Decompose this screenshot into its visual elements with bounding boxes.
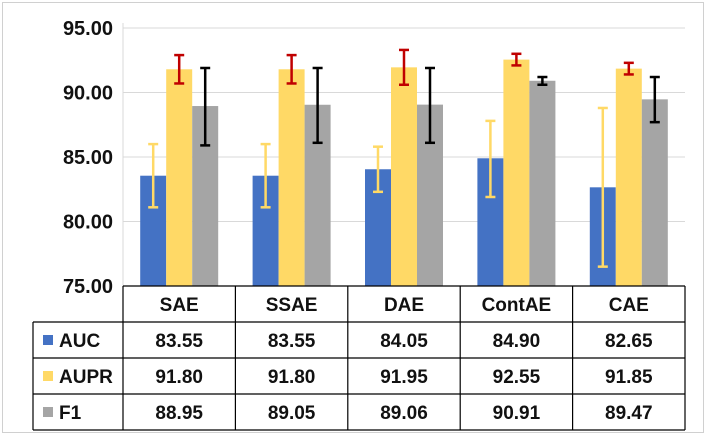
y-tick-label: 90.00 <box>63 83 113 105</box>
table-cell: 91.80 <box>155 367 203 388</box>
table-cell: 91.85 <box>605 367 653 388</box>
category-label: SAE <box>160 295 199 316</box>
y-tick-label: 80.00 <box>63 212 113 234</box>
bar-aupr <box>166 69 193 286</box>
table-cell: 88.95 <box>155 403 203 424</box>
table-cell: 91.95 <box>380 367 428 388</box>
table-cell: 91.80 <box>268 367 316 388</box>
legend-label: F1 <box>59 403 82 424</box>
bar-aupr <box>503 59 530 287</box>
chart-frame: 75.00 80.00 85.00 90.00 95.00 SAE SSAE DAE ContA… <box>2 2 704 433</box>
bar-aupr <box>391 67 417 286</box>
bar-f1 <box>641 99 668 286</box>
y-tick-label: 95.00 <box>63 18 113 40</box>
legend-key-auc <box>43 335 53 345</box>
bar-aupr <box>615 68 642 286</box>
legend-label: AUPR <box>59 367 113 388</box>
legend-key-f1 <box>43 407 53 417</box>
table-cell: 82.65 <box>605 331 653 352</box>
legend-label: AUC <box>59 331 100 352</box>
category-label: CAE <box>609 295 649 316</box>
category-label: SSAE <box>266 295 318 316</box>
category-label: ContAE <box>482 295 552 316</box>
legend-key-aupr <box>43 371 53 381</box>
category-label: DAE <box>384 295 424 316</box>
table-cell: 89.05 <box>268 403 316 424</box>
table-cell: 83.55 <box>268 331 316 352</box>
bar-aupr <box>278 69 305 286</box>
bar-chart: 75.00 80.00 85.00 90.00 95.00 SAE SSAE DAE ContA… <box>32 18 686 431</box>
table-cell: 84.05 <box>380 331 428 352</box>
table-cell: 83.55 <box>155 331 203 352</box>
table-cell: 89.06 <box>380 403 428 424</box>
table-cell: 92.55 <box>493 367 541 388</box>
y-tick-label: 75.00 <box>63 276 113 298</box>
bar-f1 <box>529 80 556 286</box>
table-cell: 84.90 <box>493 331 541 352</box>
table-cell: 89.47 <box>605 403 653 424</box>
y-tick-label: 85.00 <box>63 147 113 169</box>
table-cell: 90.91 <box>493 403 541 424</box>
